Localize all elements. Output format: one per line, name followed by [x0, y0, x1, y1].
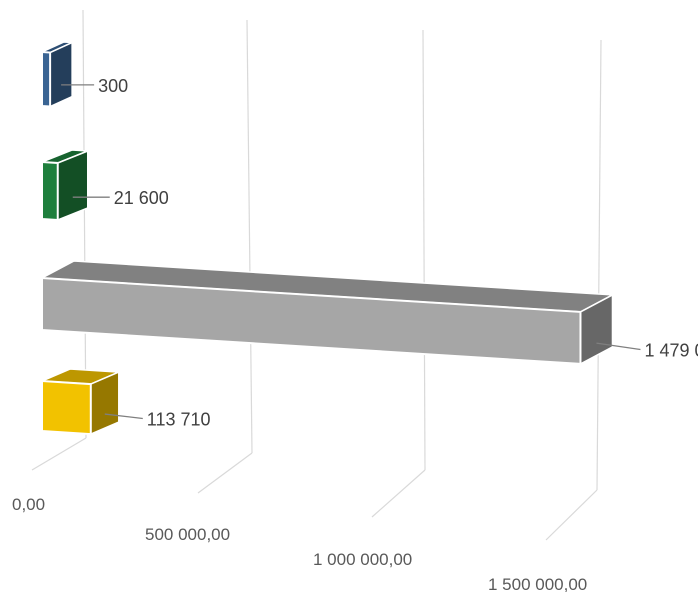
- gridline-vertical: [246, 19, 253, 454]
- gridline-floor: [197, 452, 253, 494]
- data-label: 300: [98, 76, 128, 96]
- gridline-floor: [371, 469, 426, 518]
- data-label: 1 479 000: [644, 341, 698, 361]
- leader-line: [104, 413, 143, 420]
- gridline-vertical: [596, 39, 602, 491]
- leader-line: [596, 342, 641, 351]
- tick-label: 1 000 000,00: [313, 550, 412, 569]
- data-labels: 300 21 600 1 479 000 113 710: [61, 76, 698, 429]
- tick-label: 0,00: [12, 495, 45, 514]
- bar-side-face: [49, 41, 73, 108]
- gridline-vertical: [82, 9, 87, 439]
- bar: [41, 368, 120, 436]
- bar-front-face: [41, 379, 92, 436]
- bar: [39, 260, 616, 366]
- bars: [39, 41, 616, 436]
- data-label: 113 710: [147, 409, 211, 429]
- data-label: 21 600: [114, 188, 169, 208]
- bar-front-face: [41, 50, 52, 108]
- bar-side-face: [56, 149, 89, 222]
- bar: [41, 41, 73, 108]
- gridline-floor: [31, 437, 87, 471]
- bar-front-face: [41, 160, 59, 222]
- gridline-floor: [545, 489, 598, 541]
- tick-label: 1 500 000,00: [488, 575, 587, 592]
- axis-ticks: 0,00 500 000,00 1 000 000,00 1 500 000,00: [12, 495, 587, 592]
- gridlines: [31, 9, 602, 541]
- tick-label: 500 000,00: [145, 525, 230, 544]
- bar-front-face: [41, 276, 582, 365]
- gridline-vertical: [422, 29, 426, 471]
- bar: [41, 149, 89, 222]
